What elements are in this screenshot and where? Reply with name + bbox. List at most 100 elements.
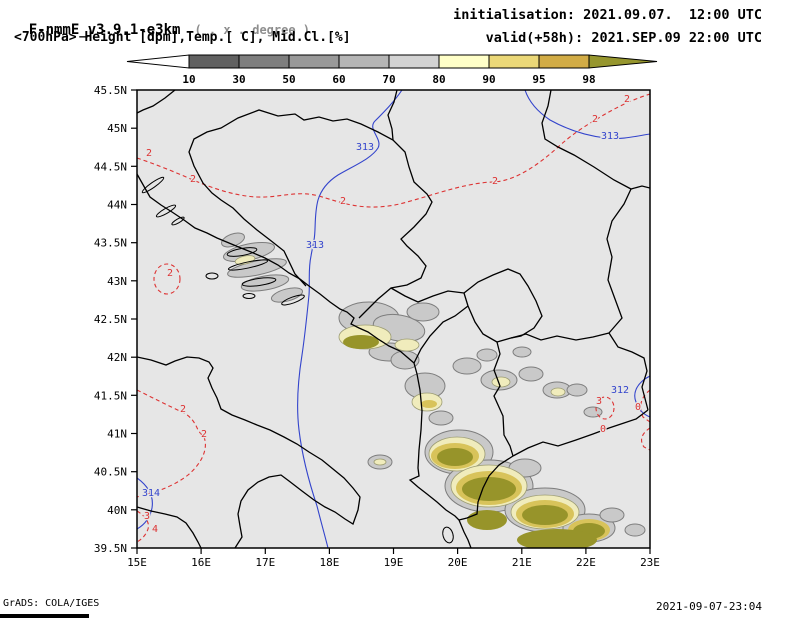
temp-label-2: 2 — [492, 176, 498, 187]
colorbar-segment — [388, 54, 440, 69]
cloud-blob — [227, 258, 287, 278]
colorbar-tick-label: 70 — [382, 73, 395, 86]
cloud-blob — [270, 287, 304, 303]
border-albania-east — [493, 341, 514, 457]
cloud-blob — [522, 505, 568, 525]
island — [241, 277, 277, 287]
border-bosnia — [188, 109, 433, 319]
cloud-shading-high — [343, 335, 605, 548]
colorbar-segment — [238, 54, 290, 69]
colorbar-segment — [538, 54, 590, 69]
x-axis-label: 22E — [576, 556, 596, 569]
temp-label-2: 2 — [167, 268, 173, 279]
x-axis-label: 18E — [319, 556, 339, 569]
temp-label-0: 0 — [635, 402, 641, 413]
temp-label-3: 3 — [144, 511, 150, 522]
y-axis-label: 45N — [107, 122, 127, 135]
temp-label-2: 2 — [190, 174, 196, 185]
temp-label-2: 2 — [624, 94, 630, 105]
height-contours — [137, 90, 650, 548]
colorbar-segment — [288, 54, 340, 69]
y-axis: 45.5N 45N 44.5N 44N 43.5N 43N 42.5N 42N … — [94, 84, 137, 555]
cloud-blob — [406, 302, 440, 322]
border-croatia-serbia — [387, 90, 398, 141]
height-label-313: 313 — [306, 240, 324, 251]
y-axis-label: 40.5N — [94, 466, 127, 479]
y-axis-label: 44.5N — [94, 160, 127, 173]
border-greece-macedonia — [512, 409, 649, 457]
x-axis-label: 15E — [127, 556, 147, 569]
valid-time: valid(+58h): 2021.SEP.09 22:00 UTC — [485, 30, 762, 46]
coastline-east-adriatic — [137, 173, 472, 548]
border-slovenia-croatia — [137, 90, 176, 114]
temp-label-2: 2 — [146, 148, 152, 159]
colorbar-segments — [126, 54, 658, 69]
temp-contour-edge — [641, 427, 650, 451]
temp-label-4: 4 — [152, 524, 158, 535]
colorbar-arrow-right — [588, 54, 658, 69]
coastline-italy-tyrrhenian — [137, 506, 202, 548]
cloud-blob — [518, 366, 544, 382]
map-plot: 313 313 313 312 314 2 2 2 2 2 2 2 2 2 3 — [94, 84, 660, 569]
y-axis-label: 45.5N — [94, 84, 127, 97]
temp-contour-2 — [137, 93, 650, 208]
y-axis-label: 43.5N — [94, 237, 127, 250]
cloud-blob — [373, 458, 387, 466]
cloud-blob — [624, 523, 646, 537]
colorbar-tick-label: 95 — [532, 73, 545, 86]
y-axis-label: 42N — [107, 351, 127, 364]
island — [205, 272, 219, 280]
model-title: F-nmmE_v3.9.1-e3km ( . x . degree ) — [0, 6, 310, 54]
cloud-blob — [583, 406, 603, 418]
temp-label-2: 2 — [180, 404, 186, 415]
border-kosovo-west — [463, 292, 498, 343]
island — [281, 294, 305, 306]
y-axis-label: 43N — [107, 275, 127, 288]
island — [141, 176, 165, 194]
temp-contour-closed — [153, 263, 181, 295]
cloud-blob — [462, 477, 516, 501]
y-axis-label: 40N — [107, 504, 127, 517]
island-corfu — [442, 526, 454, 544]
height-label-313: 313 — [601, 131, 619, 142]
colorbar-tick-label: 10 — [182, 73, 195, 86]
creation-timestamp: 2021-09-07-23:04 — [656, 600, 762, 613]
colorbar: 10 30 50 60 70 80 90 95 98 — [126, 54, 658, 86]
height-contour-313 — [297, 90, 403, 548]
x-axis-label: 19E — [384, 556, 404, 569]
border-montenegro-albania — [413, 305, 469, 364]
x-axis-label: 16E — [191, 556, 211, 569]
height-contour-314 — [137, 477, 153, 530]
cloud-blob — [428, 410, 454, 426]
height-contour-313-ne — [524, 90, 650, 140]
x-axis-label: 21E — [512, 556, 532, 569]
island — [171, 216, 185, 226]
model-title-text: F-nmmE_v3.9.1-e3km — [28, 22, 181, 38]
y-axis-label: 44N — [107, 199, 127, 212]
x-axis-label: 23E — [640, 556, 660, 569]
temp-contour-closed — [595, 396, 615, 420]
temp-label-3: 3 — [596, 396, 602, 407]
temp-contours — [137, 93, 650, 543]
island — [226, 247, 258, 257]
field-title: <700hPa> Height [dpm],Temp.[ C], Mid.Cl.… — [14, 30, 351, 45]
cloud-blob — [421, 400, 437, 408]
cloud-blob — [491, 376, 511, 388]
temp-contour-edge — [640, 389, 650, 423]
colorbar-segment — [338, 54, 390, 69]
border-montenegro-serbia — [390, 287, 465, 303]
colorbar-tick-label: 80 — [432, 73, 445, 86]
grads-credit-bar — [0, 614, 89, 618]
cloud-blob — [234, 255, 256, 265]
border-kosovo-east — [463, 268, 543, 339]
temp-label-2: 2 — [340, 196, 346, 207]
grads-credit: GrADS: COLA/IGES — [3, 598, 100, 609]
colorbar-tick-label: 90 — [482, 73, 495, 86]
colorbar-tick-label: 50 — [282, 73, 295, 86]
colorbar-tick-label: 30 — [232, 73, 245, 86]
colorbar-tick-label: 98 — [582, 73, 595, 86]
colorbar-segment — [188, 54, 240, 69]
height-contour-312 — [634, 375, 650, 418]
coastline-italy-adriatic — [137, 356, 361, 548]
